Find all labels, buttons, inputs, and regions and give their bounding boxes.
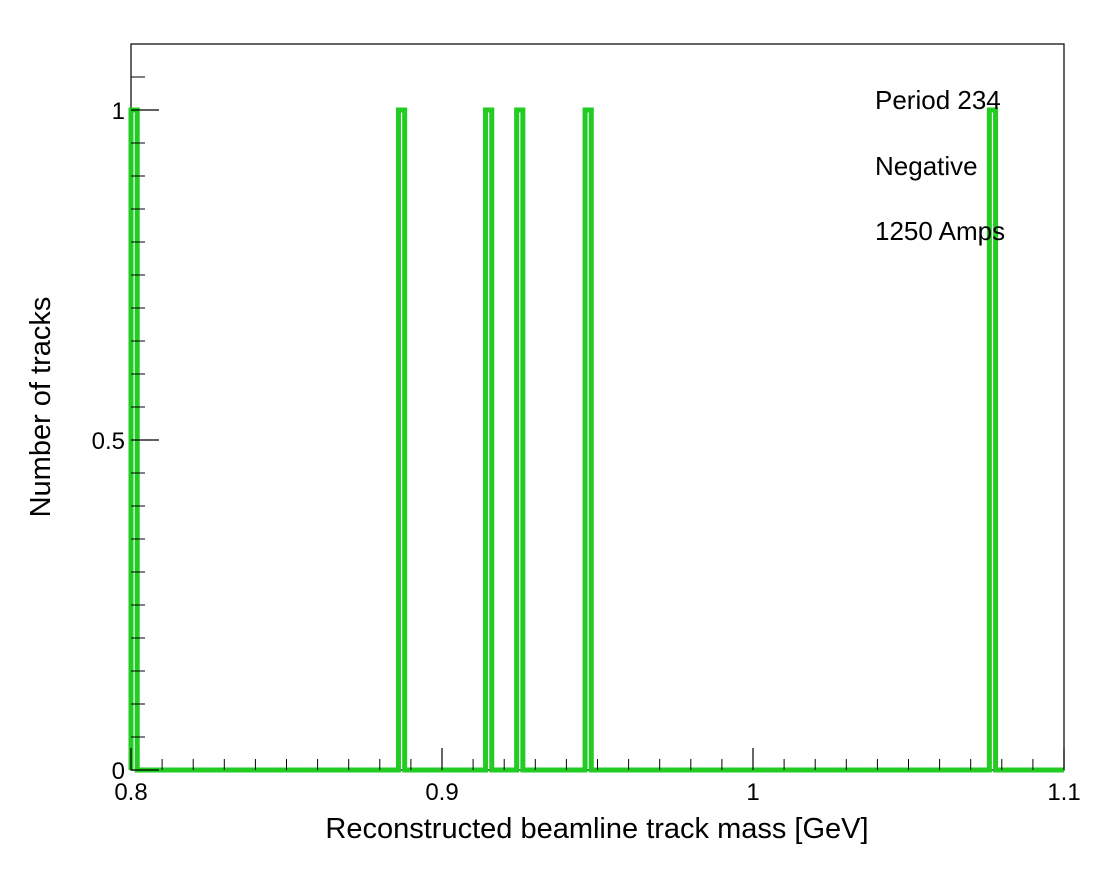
annotation-period: Period 234 [875, 85, 1001, 115]
y-tick-label-0: 0 [112, 758, 125, 785]
y-tick-label-2: 1 [112, 98, 125, 125]
x-tick-label-1: 0.9 [425, 779, 458, 806]
annotation-polarity: Negative [875, 151, 978, 181]
histogram-layer [128, 107, 1064, 773]
axis-ticks: 0.8 0.9 1 1.1 0 0.5 1 [92, 43, 1081, 806]
x-tick-label-2: 1 [746, 779, 759, 806]
y-axis-title: Number of tracks [25, 297, 57, 518]
annotation-current: 1250 Amps [875, 216, 1005, 246]
histogram-outline [128, 107, 1064, 773]
x-axis-title: Reconstructed beamline track mass [GeV] [325, 813, 868, 845]
y-tick-label-1: 0.5 [92, 428, 125, 455]
x-tick-label-3: 1.1 [1047, 779, 1080, 806]
x-tick-label-0: 0.8 [114, 779, 147, 806]
